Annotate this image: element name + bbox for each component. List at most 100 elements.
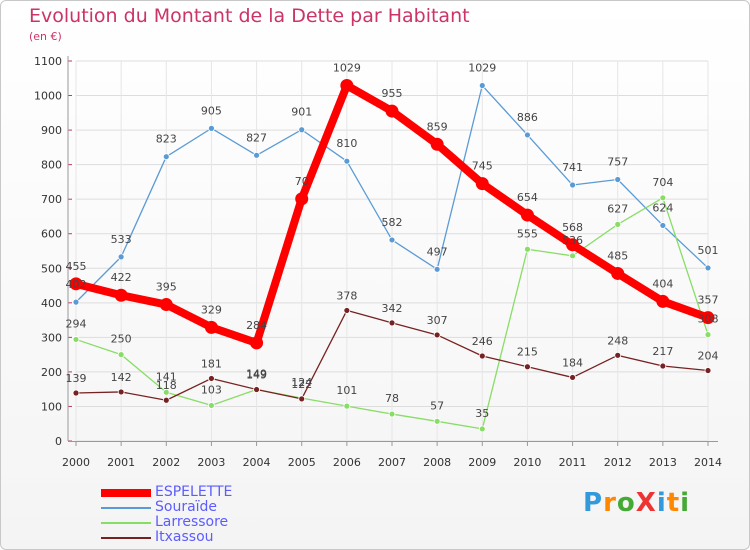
- data-point-larressore: [704, 331, 712, 339]
- y-tick-label: 400: [41, 297, 62, 310]
- x-tick-label: 2012: [604, 456, 632, 469]
- data-point-itxassou: [569, 374, 576, 381]
- data-label-larressore: 57: [430, 399, 444, 412]
- data-point-itxassou: [253, 386, 260, 393]
- data-label-sourade: 497: [427, 245, 448, 258]
- y-tick-label: 600: [41, 228, 62, 241]
- chart-title: Evolution du Montant de la Dette par Hab…: [29, 5, 470, 27]
- x-tick-label: 2007: [378, 456, 406, 469]
- data-point-larressore: [433, 417, 441, 425]
- data-point-sourade: [298, 126, 306, 134]
- data-label-espelette: 485: [607, 249, 628, 262]
- data-point-sourade: [117, 253, 125, 261]
- data-label-espelette: 955: [382, 87, 403, 100]
- data-label-espelette: 70: [295, 175, 309, 188]
- x-tick-label: 2006: [333, 456, 361, 469]
- data-point-espelette: [385, 104, 399, 118]
- data-label-itxassou: 149: [246, 369, 267, 382]
- data-label-sourade: 1029: [468, 62, 496, 75]
- data-point-itxassou: [343, 307, 351, 314]
- data-label-espelette: 654: [517, 191, 538, 204]
- data-label-sourade: 757: [607, 155, 628, 168]
- data-label-sourade: 810: [336, 137, 357, 150]
- data-label-sourade: 886: [517, 111, 538, 124]
- data-label-larressore: 103: [201, 383, 222, 396]
- data-label-larressore: 555: [517, 227, 538, 240]
- data-label-sourade: 827: [246, 131, 267, 144]
- data-label-larressore: 101: [336, 384, 357, 397]
- data-label-sourade: 533: [111, 233, 132, 246]
- data-point-itxassou: [298, 395, 306, 403]
- data-point-espelette: [656, 294, 670, 308]
- data-point-sourade: [162, 153, 170, 161]
- y-tick-label: 100: [41, 400, 62, 413]
- data-label-larressore: 78: [385, 392, 399, 405]
- data-label-sourade: 823: [156, 133, 177, 146]
- y-tick-label: 300: [41, 331, 62, 344]
- legend-swatch-souraide: [101, 507, 151, 509]
- x-tick-label: 2004: [243, 456, 271, 469]
- data-point-espelette: [69, 277, 83, 291]
- x-tick-label: 2005: [288, 456, 316, 469]
- data-label-espelette: 357: [698, 294, 719, 307]
- data-point-sourade: [208, 124, 215, 132]
- data-label-larressore: 294: [66, 317, 87, 330]
- data-point-sourade: [524, 131, 531, 139]
- data-point-espelette: [475, 177, 489, 191]
- data-point-larressore: [524, 245, 531, 253]
- data-point-larressore: [117, 351, 125, 359]
- y-tick-label: 200: [41, 366, 62, 379]
- x-tick-label: 2014: [694, 456, 722, 469]
- data-label-espelette: 455: [66, 260, 87, 273]
- x-tick-label: 2001: [107, 456, 135, 469]
- x-tick-label: 2011: [559, 456, 587, 469]
- data-point-sourade: [659, 222, 667, 229]
- data-label-itxassou: 122: [291, 378, 312, 391]
- data-point-larressore: [614, 220, 622, 228]
- data-label-espelette: 329: [201, 303, 222, 316]
- x-tick-label: 2010: [513, 456, 541, 469]
- data-point-itxassou: [433, 331, 441, 339]
- data-label-itxassou: 378: [336, 289, 357, 302]
- data-label-larressore: 627: [607, 202, 628, 215]
- x-tick-label: 2009: [468, 456, 496, 469]
- data-point-itxassou: [524, 363, 531, 371]
- legend-swatch-larressore: [101, 522, 151, 524]
- data-point-sourade: [704, 264, 712, 272]
- data-point-sourade: [614, 176, 622, 183]
- data-point-espelette: [340, 79, 354, 93]
- data-label-larressore: 308: [698, 313, 719, 326]
- y-tick-label: 1000: [34, 90, 62, 103]
- proxiti-logo: ProXiti: [583, 488, 691, 518]
- data-point-espelette: [295, 192, 309, 206]
- data-label-larressore: 124: [291, 376, 312, 389]
- data-point-itxassou: [117, 388, 125, 396]
- data-label-sourade: 905: [201, 104, 222, 117]
- data-label-itxassou: 181: [201, 357, 222, 370]
- data-label-sourade: 901: [291, 106, 312, 119]
- data-label-sourade: 582: [382, 216, 403, 229]
- legend-label-itxassou: Itxassou: [155, 529, 214, 545]
- data-point-espelette: [250, 336, 264, 350]
- data-label-itxassou: 246: [472, 335, 493, 348]
- data-label-itxassou: 118: [156, 379, 177, 392]
- y-tick-label: 900: [41, 124, 62, 137]
- data-label-itxassou: 204: [698, 350, 719, 363]
- data-label-larressore: 35: [475, 407, 489, 420]
- y-tick-label: 1100: [34, 55, 62, 68]
- x-tick-label: 2000: [62, 456, 90, 469]
- legend-swatch-espelette: [101, 489, 151, 497]
- data-label-larressore: 149: [246, 368, 267, 381]
- data-point-larressore: [569, 252, 576, 260]
- data-point-larressore: [162, 388, 170, 396]
- data-label-sourade: 741: [562, 161, 583, 174]
- data-label-espelette: 422: [111, 271, 132, 284]
- data-label-sourade: 624: [652, 201, 673, 214]
- data-point-itxassou: [704, 367, 712, 374]
- data-point-larressore: [72, 336, 80, 343]
- x-tick-label: 2002: [152, 456, 180, 469]
- x-tick-label: 2008: [423, 456, 451, 469]
- data-point-sourade: [433, 265, 441, 273]
- data-point-sourade: [253, 151, 260, 159]
